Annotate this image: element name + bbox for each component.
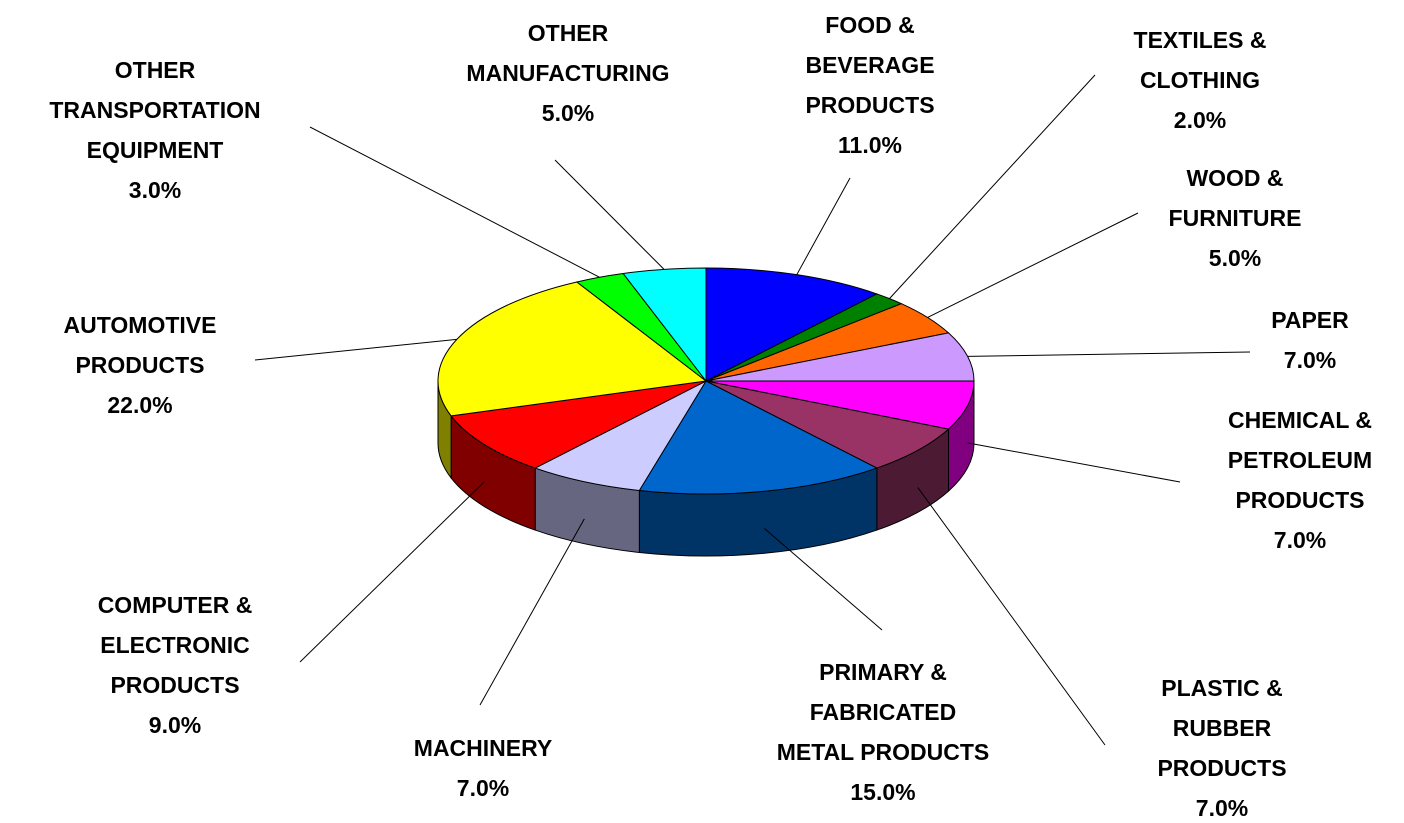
value-label: 15.0%	[850, 779, 916, 805]
slice-label: PRIMARY & FABRICATED METAL PRODUCTS 15.0%	[777, 652, 990, 812]
leader-line	[554, 159, 665, 270]
value-label: 2.0%	[1173, 107, 1227, 133]
leader-line	[764, 528, 883, 631]
value-label: 7.0%	[1283, 347, 1337, 373]
category-label: FOOD & BEVERAGE PRODUCTS	[805, 12, 935, 118]
leader-line	[254, 338, 457, 361]
value-label: 5.0%	[541, 100, 595, 126]
leader-line	[299, 481, 485, 663]
leader-line	[479, 518, 585, 706]
leader-line	[927, 212, 1139, 318]
value-label: 7.0%	[1195, 795, 1249, 821]
category-label: OTHER TRANSPORTATION EQUIPMENT	[49, 57, 261, 163]
slice-label: COMPUTER & ELECTRONIC PRODUCTS 9.0%	[98, 585, 253, 745]
leader-line	[917, 487, 1106, 746]
category-label: MACHINERY	[413, 735, 553, 761]
slice-label: MACHINERY 7.0%	[414, 728, 552, 808]
category-label: TEXTILES & CLOTHING	[1133, 27, 1267, 93]
value-label: 11.0%	[838, 132, 902, 158]
category-label: PRIMARY & FABRICATED METAL PRODUCTS	[776, 659, 990, 765]
value-label: 7.0%	[456, 775, 510, 801]
slice-label: TEXTILES & CLOTHING 2.0%	[1134, 20, 1267, 140]
pie-slice	[705, 380, 950, 469]
category-label: OTHER MANUFACTURING	[466, 20, 670, 86]
slice-label: FOOD & BEVERAGE PRODUCTS 11.0%	[805, 5, 934, 165]
value-label: 3.0%	[128, 177, 182, 203]
leader-line	[967, 351, 1251, 357]
category-label: COMPUTER & ELECTRONIC PRODUCTS	[97, 592, 253, 698]
pie-slice	[638, 380, 879, 495]
slice-label: PLASTIC & RUBBER PRODUCTS 7.0%	[1157, 668, 1286, 823]
pie-slice	[533, 379, 708, 491]
slice-label: AUTOMOTIVE PRODUCTS 22.0%	[64, 305, 217, 425]
value-label: 7.0%	[1273, 527, 1327, 553]
category-label: PLASTIC & RUBBER PRODUCTS	[1157, 675, 1287, 781]
pie-slice	[450, 380, 707, 469]
category-label: WOOD & FURNITURE	[1168, 165, 1302, 231]
value-label: 9.0%	[148, 712, 202, 738]
slice-label: WOOD & FURNITURE 5.0%	[1169, 158, 1302, 278]
slice-label: OTHER TRANSPORTATION EQUIPMENT 3.0%	[49, 50, 260, 210]
slice-label: PAPER 7.0%	[1271, 300, 1349, 380]
leader-line	[889, 74, 1096, 299]
leader-line	[967, 442, 1181, 483]
category-label: AUTOMOTIVE PRODUCTS	[63, 312, 217, 378]
category-label: PAPER	[1271, 307, 1349, 333]
pie-slice	[705, 380, 975, 430]
value-label: 5.0%	[1208, 245, 1262, 271]
category-label: CHEMICAL & PETROLEUM PRODUCTS	[1227, 407, 1373, 513]
leader-line	[309, 126, 600, 278]
slice-label: CHEMICAL & PETROLEUM PRODUCTS 7.0%	[1228, 400, 1372, 560]
value-label: 22.0%	[107, 392, 173, 418]
pie-slice	[705, 332, 975, 382]
slice-label: OTHER MANUFACTURING 5.0%	[466, 13, 669, 133]
pie-slice	[622, 267, 707, 383]
leader-line	[796, 177, 851, 275]
